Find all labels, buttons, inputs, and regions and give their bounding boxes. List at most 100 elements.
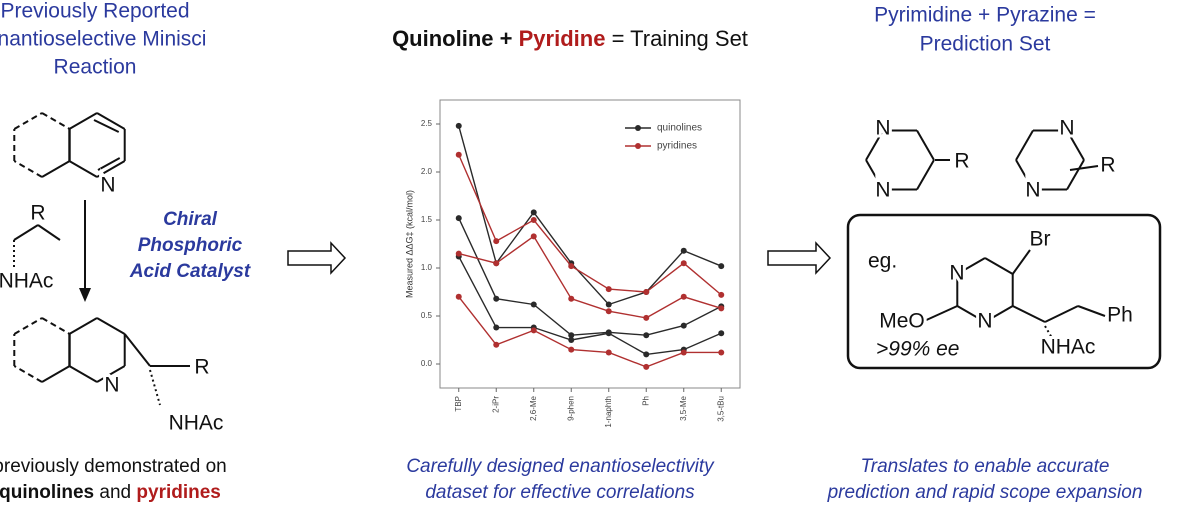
bond bbox=[1044, 305, 1079, 323]
caption: prediction and rapid scope expansion bbox=[827, 482, 1143, 503]
title-word: Quinoline bbox=[392, 26, 493, 51]
bond bbox=[984, 305, 1014, 323]
data-point bbox=[643, 363, 650, 370]
y-tick-label: 0.0 bbox=[421, 359, 433, 368]
bond bbox=[13, 365, 43, 383]
middle-title: Quinoline + Pyridine = Training Set bbox=[392, 26, 748, 51]
atom: N bbox=[875, 117, 890, 140]
bond bbox=[37, 224, 61, 241]
bond bbox=[96, 112, 126, 130]
data-point bbox=[605, 301, 612, 308]
data-point bbox=[568, 332, 575, 339]
legend-label: quinolines bbox=[657, 123, 702, 134]
data-point bbox=[493, 295, 500, 302]
x-tick-label: Ph bbox=[641, 396, 650, 406]
x-tick-label: TBP bbox=[454, 396, 463, 412]
data-point bbox=[455, 250, 462, 257]
data-point bbox=[530, 301, 537, 308]
atom: NHAc bbox=[1041, 336, 1096, 359]
bond bbox=[921, 305, 958, 323]
bond bbox=[68, 317, 98, 335]
atom: MeO bbox=[879, 310, 925, 333]
bond bbox=[916, 159, 935, 190]
bond bbox=[1069, 165, 1099, 171]
x-tick-label: 3,5-Me bbox=[679, 395, 688, 420]
data-point bbox=[680, 349, 687, 356]
atom: NHAc bbox=[0, 270, 53, 293]
data-point bbox=[643, 351, 650, 358]
right-title: Pyrimidine + Pyrazine = bbox=[874, 4, 1096, 27]
example-box bbox=[846, 213, 1162, 370]
atom: N bbox=[1025, 179, 1040, 202]
data-point bbox=[718, 305, 725, 312]
legend-label: pyridines bbox=[657, 141, 697, 152]
data-point bbox=[568, 263, 575, 270]
legend-marker bbox=[635, 143, 641, 149]
data-point bbox=[680, 247, 687, 254]
eg: eg. bbox=[868, 250, 897, 273]
data-point bbox=[493, 238, 500, 245]
x-tick-label: 9-phen bbox=[566, 396, 575, 421]
data-point bbox=[643, 289, 650, 295]
data-point bbox=[643, 332, 650, 339]
atom: N bbox=[875, 179, 890, 202]
bond bbox=[93, 119, 120, 133]
data-line bbox=[458, 125, 722, 306]
data-point bbox=[493, 260, 500, 267]
y-tick-label: 1.0 bbox=[421, 263, 433, 272]
legend-marker bbox=[635, 125, 641, 131]
y-tick-label: 2.5 bbox=[421, 119, 433, 128]
data-point bbox=[530, 217, 537, 223]
atom: N bbox=[100, 174, 115, 197]
data-line bbox=[458, 296, 722, 368]
x-tick-label: 2,6-Me bbox=[529, 395, 538, 420]
data-point bbox=[605, 349, 612, 356]
caption: Carefully designed enantioselectivity bbox=[406, 456, 715, 477]
bond bbox=[1044, 325, 1053, 339]
y-axis-label: Measured ΔΔG‡ (kcal/mol) bbox=[404, 190, 414, 298]
bond bbox=[13, 160, 43, 178]
data-point bbox=[718, 330, 725, 337]
bond bbox=[68, 365, 98, 383]
bond bbox=[956, 305, 986, 323]
footer-word: pyridines bbox=[136, 482, 220, 503]
title-word: = Training Set bbox=[612, 26, 748, 51]
data-point bbox=[530, 327, 537, 334]
data-point bbox=[568, 337, 575, 343]
atom: R bbox=[954, 150, 969, 173]
left-title: Previously Reported bbox=[0, 0, 189, 23]
data-line bbox=[458, 235, 722, 319]
atom: R bbox=[194, 356, 209, 379]
bond bbox=[41, 317, 71, 335]
ee: >99% ee bbox=[876, 338, 960, 361]
bond bbox=[1011, 249, 1031, 275]
data-point bbox=[568, 295, 575, 302]
data-point bbox=[493, 324, 500, 331]
left-title: Reaction bbox=[54, 56, 137, 79]
bond bbox=[13, 317, 43, 335]
atom: NHAc bbox=[169, 412, 224, 435]
x-tick-label: 2-iPr bbox=[491, 396, 500, 413]
data-point bbox=[455, 215, 462, 222]
bond bbox=[13, 112, 43, 130]
bond bbox=[96, 317, 126, 335]
y-tick-label: 0.5 bbox=[421, 311, 433, 320]
hollow-arrow bbox=[767, 241, 832, 275]
data-line bbox=[458, 217, 722, 336]
bond bbox=[13, 224, 39, 241]
data-point bbox=[680, 293, 687, 300]
bond bbox=[123, 333, 151, 367]
arrow-head bbox=[79, 288, 91, 302]
data-point bbox=[605, 330, 612, 337]
atom: N bbox=[1059, 117, 1074, 140]
data-point bbox=[493, 341, 500, 348]
bond bbox=[865, 130, 884, 161]
y-tick-label: 1.5 bbox=[421, 215, 433, 224]
data-point bbox=[718, 291, 725, 298]
x-tick-label: 3,5-tBu bbox=[716, 396, 725, 422]
bond bbox=[984, 257, 1014, 275]
bond bbox=[41, 365, 71, 383]
catalyst: Acid Catalyst bbox=[129, 261, 251, 282]
left-title: Enantioselective Minisci bbox=[0, 28, 206, 51]
